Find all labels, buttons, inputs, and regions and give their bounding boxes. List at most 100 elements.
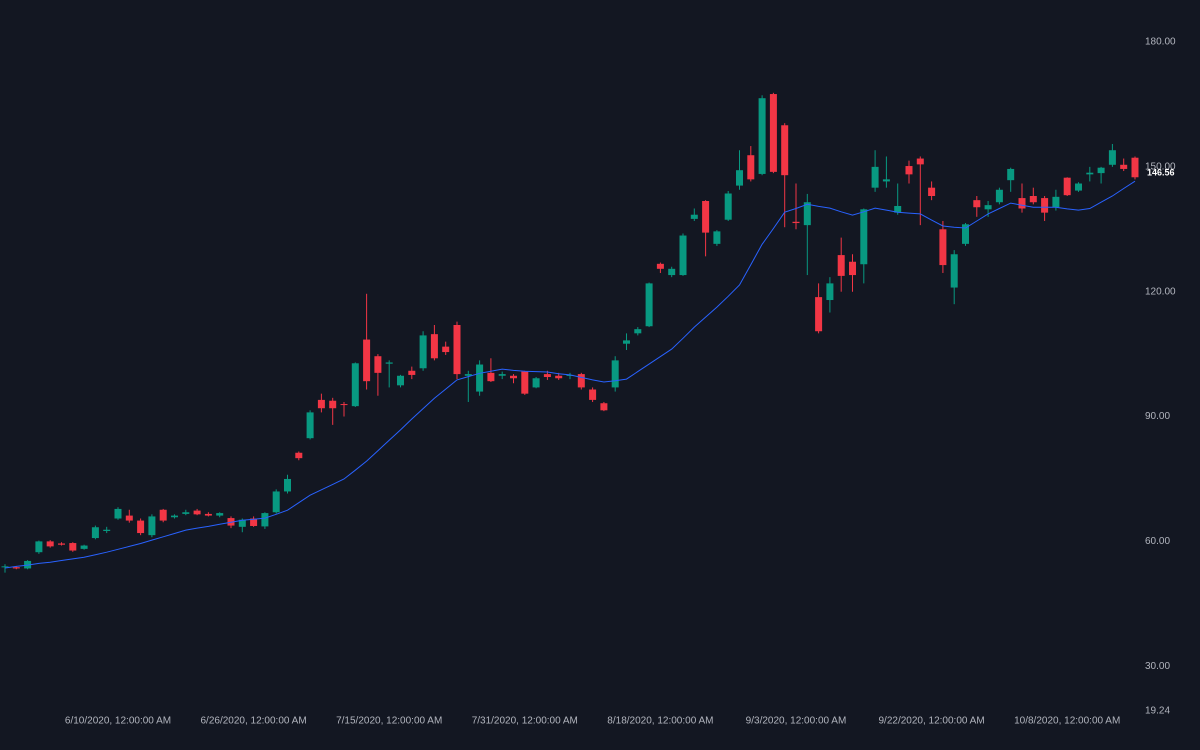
candle-body xyxy=(973,200,981,208)
candle-body xyxy=(656,263,664,269)
candle-body xyxy=(397,375,404,386)
candle-body xyxy=(1097,167,1105,174)
candle-body xyxy=(363,339,371,382)
candle-body xyxy=(374,356,382,373)
candle-body xyxy=(204,513,212,516)
candle-body xyxy=(543,374,551,378)
candle-body xyxy=(690,214,698,219)
candle-body xyxy=(623,340,630,344)
candle-body xyxy=(758,98,766,174)
candle-body xyxy=(555,375,563,379)
candle-body xyxy=(35,541,43,553)
candle-body xyxy=(261,513,269,527)
candle-body xyxy=(1075,183,1082,191)
candle-body xyxy=(250,518,258,526)
candle-body xyxy=(792,221,800,224)
candle-body xyxy=(171,515,178,518)
candle-body xyxy=(272,491,280,513)
candle-body xyxy=(916,158,924,165)
candle-body xyxy=(532,378,540,388)
candle-body xyxy=(453,324,461,375)
candle-body xyxy=(882,179,890,182)
y-tick-label: 60.00 xyxy=(1145,536,1170,547)
candle-body xyxy=(329,400,337,409)
candle-body xyxy=(193,510,201,515)
candle-body xyxy=(498,374,506,376)
candle-body xyxy=(419,335,427,369)
candle-body xyxy=(69,543,77,551)
candle-body xyxy=(1120,164,1128,169)
candle-body xyxy=(91,527,99,539)
candle-body xyxy=(1041,198,1049,213)
candle-body xyxy=(600,403,608,411)
x-tick-label: 7/31/2020, 12:00:00 AM xyxy=(472,716,578,727)
candle-body xyxy=(724,193,732,220)
candle-body xyxy=(1018,198,1026,209)
candle-body xyxy=(928,187,936,196)
candle-body xyxy=(103,529,111,531)
candle-body xyxy=(962,224,969,244)
candle-body xyxy=(1,566,9,568)
candle-body xyxy=(577,374,585,388)
x-tick-label: 8/18/2020, 12:00:00 AM xyxy=(607,716,713,727)
candle-body xyxy=(1063,177,1071,196)
candle-body xyxy=(1029,195,1037,203)
candle-body xyxy=(1108,150,1116,165)
candle-body xyxy=(137,520,145,534)
candle-body xyxy=(611,360,619,388)
x-tick-label: 9/22/2020, 12:00:00 AM xyxy=(878,716,984,727)
x-tick-label: 9/3/2020, 12:00:00 AM xyxy=(746,716,847,727)
candle-body xyxy=(815,297,823,332)
x-tick-label: 6/10/2020, 12:00:00 AM xyxy=(65,716,171,727)
candle-body xyxy=(521,371,529,394)
candle-body xyxy=(984,205,992,210)
candle-body xyxy=(159,509,167,521)
candle-body xyxy=(860,209,868,265)
y-tick-label: 180.00 xyxy=(1145,37,1176,48)
candle-body xyxy=(114,508,122,519)
candle-body xyxy=(408,370,416,375)
candle-body xyxy=(634,329,642,334)
candle-body xyxy=(216,513,224,516)
candle-body xyxy=(317,399,325,409)
candle-body xyxy=(713,231,721,244)
candle-body xyxy=(871,166,879,188)
candle-body xyxy=(1052,196,1060,208)
candle-body xyxy=(430,334,438,359)
candle-body xyxy=(1131,157,1139,178)
candle-body xyxy=(1086,172,1094,175)
candle-body xyxy=(645,283,653,327)
candle-body xyxy=(1007,168,1015,181)
candle-body xyxy=(442,346,450,353)
candle-body xyxy=(476,364,484,392)
candle-body xyxy=(679,235,687,276)
candle-body xyxy=(12,567,20,569)
y-tick-label: 30.00 xyxy=(1145,661,1170,672)
candle-body xyxy=(80,545,88,549)
candle-body xyxy=(995,189,1003,203)
candle-body xyxy=(736,170,743,186)
candle-body xyxy=(351,363,359,407)
candle-body xyxy=(747,155,755,180)
candle-body xyxy=(148,516,156,536)
candle-body xyxy=(385,362,393,364)
x-tick-label: 6/26/2020, 12:00:00 AM xyxy=(200,716,306,727)
y-tick-label: 90.00 xyxy=(1145,411,1170,422)
candle-body xyxy=(340,404,348,406)
candle-body xyxy=(702,200,710,233)
candle-body xyxy=(238,519,246,527)
x-tick-label: 7/15/2020, 12:00:00 AM xyxy=(336,716,442,727)
candle-body xyxy=(803,202,811,226)
candle-body xyxy=(950,254,958,288)
candle-body xyxy=(905,166,913,175)
candle-body xyxy=(837,255,845,276)
candle-body xyxy=(510,375,517,379)
candle-body xyxy=(284,478,291,492)
candle-body xyxy=(182,512,190,514)
candle-body xyxy=(849,261,856,276)
candle-body xyxy=(58,543,65,545)
candle-body xyxy=(589,389,597,400)
candle-body xyxy=(769,94,777,172)
